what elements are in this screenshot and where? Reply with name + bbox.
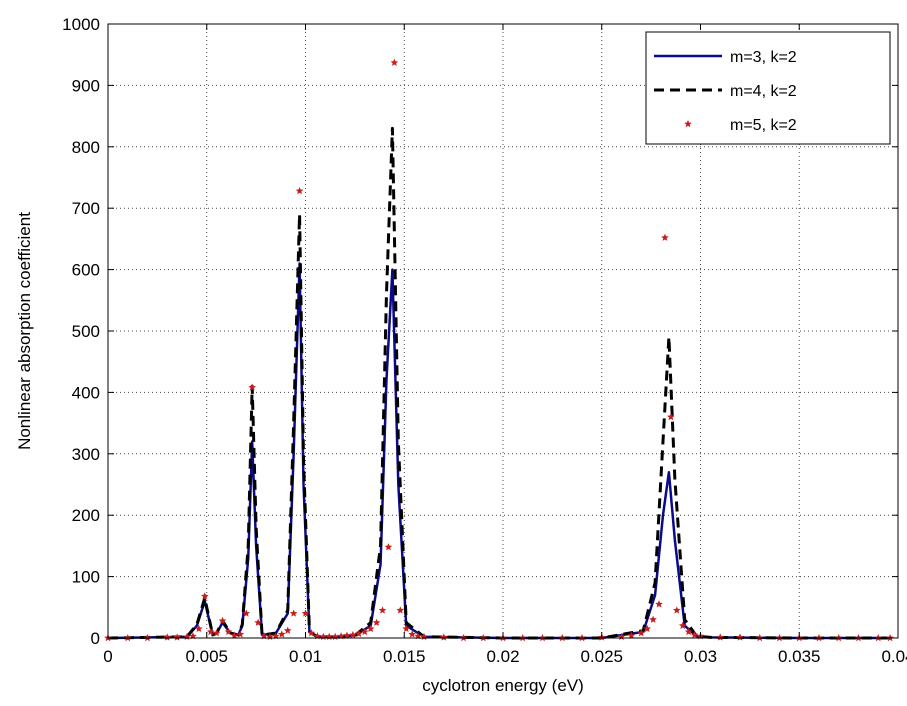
data-point [218, 616, 227, 625]
data-point [678, 621, 687, 629]
data-point [295, 187, 304, 195]
y-axis-title: Nonlinear absorption coefficient [15, 212, 34, 450]
data-point [649, 615, 657, 623]
data-point [667, 412, 675, 421]
data-point [643, 624, 651, 633]
legend-label: m=3, k=2 [730, 49, 797, 66]
data-point [439, 633, 448, 641]
data-point [402, 624, 411, 633]
data-point [655, 600, 663, 608]
x-tick-label: 0.03 [684, 647, 717, 666]
data-point [690, 630, 699, 639]
data-point [661, 233, 669, 241]
x-axis-title: cyclotron energy (eV) [422, 676, 584, 695]
y-tick-label: 900 [72, 76, 100, 95]
series-2 [107, 126, 891, 640]
x-tick-label: 0.035 [778, 647, 821, 666]
data-point [736, 633, 744, 641]
legend-box [645, 31, 891, 145]
x-tick-label: 0.005 [185, 647, 228, 666]
data-point [355, 629, 363, 637]
data-point [195, 624, 203, 633]
x-tick-label: 0.02 [486, 647, 519, 666]
x-tick-label: 0.015 [383, 647, 426, 666]
data-point [384, 543, 393, 551]
y-tick-label: 600 [72, 261, 100, 280]
data-point [242, 609, 251, 617]
x-tick-label: 0.01 [289, 647, 322, 666]
data-point [206, 627, 215, 636]
x-tick-label: 0.025 [580, 647, 623, 666]
y-tick-label: 0 [91, 629, 100, 648]
data-point [173, 633, 181, 641]
legend-marker [684, 120, 692, 128]
data-point [301, 609, 310, 617]
data-point [163, 633, 172, 641]
data-point [307, 629, 316, 637]
legend: m=3, k=2 m=4, k=2 m=5, k=2 [645, 31, 891, 145]
data-point [283, 626, 292, 634]
axis-ticks: 0 0.005 0.01 0.015 0.02 0.025 0.03 0.035 0.04 0 10… [62, 15, 907, 666]
y-tick-label: 200 [72, 506, 100, 525]
data-point [637, 629, 646, 637]
data-point [366, 624, 375, 633]
legend-entry: m=3, k=2 [654, 49, 797, 66]
y-tick-label: 800 [72, 138, 100, 157]
legend-label: m=4, k=2 [730, 83, 797, 100]
data-point [224, 627, 233, 636]
data-point [248, 383, 256, 391]
data-point [200, 592, 209, 600]
legend-entry: m=4, k=2 [654, 83, 797, 100]
data-point [289, 609, 298, 617]
data-point [236, 630, 245, 638]
x-tick-label: 0 [103, 647, 112, 666]
data-point [343, 631, 351, 639]
x-tick-label: 0.04 [881, 647, 907, 666]
data-point [230, 631, 239, 639]
data-point [378, 606, 387, 614]
data-point [673, 606, 681, 614]
legend-label: m=5, k=2 [730, 117, 797, 134]
legend-entry: m=5, k=2 [684, 117, 797, 134]
series-line [107, 126, 891, 640]
y-tick-label: 500 [72, 322, 100, 341]
y-tick-label: 400 [72, 383, 100, 402]
y-tick-label: 1000 [62, 15, 100, 34]
data-point [212, 629, 221, 637]
y-tick-label: 700 [72, 199, 100, 218]
data-point [372, 618, 381, 626]
data-point [627, 631, 636, 639]
data-point [360, 627, 369, 636]
data-point [716, 633, 725, 641]
data-point [349, 630, 357, 639]
data-point [684, 627, 693, 636]
y-tick-label: 300 [72, 445, 100, 464]
data-point [278, 630, 286, 638]
data-point [396, 606, 405, 614]
data-point [408, 630, 416, 638]
data-point [390, 58, 399, 66]
y-tick-label: 100 [72, 568, 100, 587]
data-point [254, 618, 262, 626]
